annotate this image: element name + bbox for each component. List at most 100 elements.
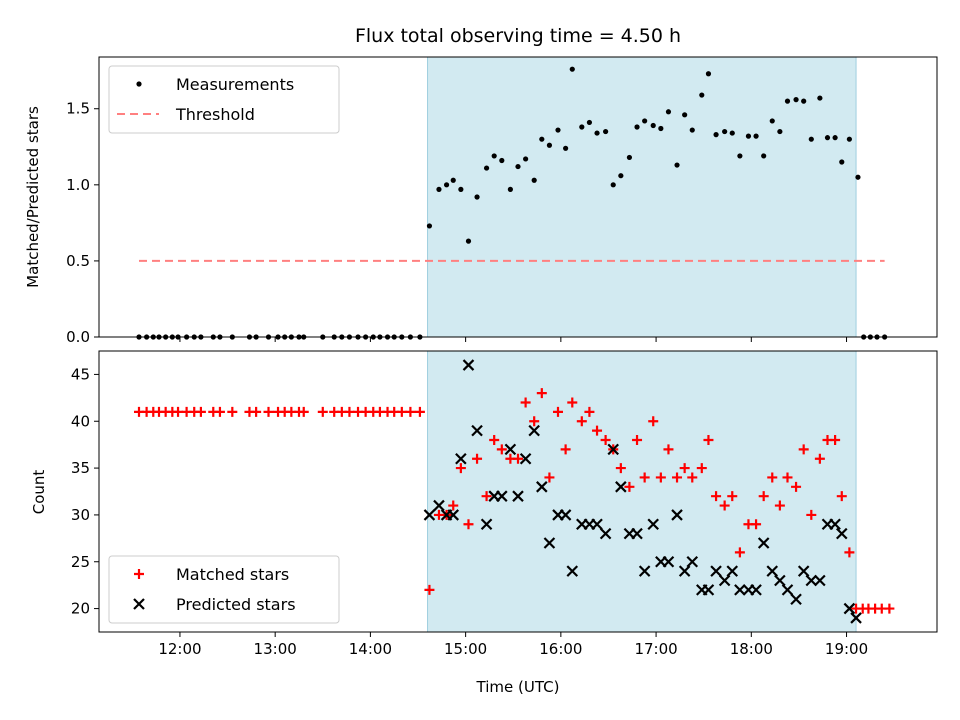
measurements-point: [729, 130, 735, 136]
matched-stars-point: [782, 472, 793, 483]
predicted-stars-point: [559, 509, 572, 521]
predicted-stars-point: [797, 565, 810, 577]
bottom-panel-legend: Matched stars Predicted stars: [108, 555, 340, 624]
matched-stars-point: [798, 444, 809, 455]
measurements-point: [753, 133, 759, 139]
y-tick-label: 40: [71, 412, 90, 430]
measurements-point: [705, 71, 712, 77]
y-tick-label: 0.5: [66, 252, 90, 270]
matched-stars-point: [298, 406, 309, 417]
matched-stars-point: [463, 519, 474, 530]
measurements-point: [665, 109, 672, 115]
x-tick-label: 19:00: [825, 640, 868, 658]
top-panel: 0.0 0.5 1.0 1.5: [66, 56, 938, 346]
measurements-point: [722, 128, 728, 135]
matched-stars-point: [567, 397, 578, 408]
measurements-point: [824, 135, 831, 141]
predicted-stars-point: [504, 443, 517, 456]
matched-stars-point: [844, 547, 855, 558]
x-tick-label: 12:00: [158, 640, 201, 658]
legend-swatch: [133, 598, 145, 610]
measurements-point: [793, 97, 799, 103]
predicted-stars-point: [433, 499, 445, 512]
measurements-point: [777, 128, 783, 135]
predicted-stars-point: [647, 518, 660, 531]
measurements-point: [450, 177, 456, 183]
predicted-stars-point: [607, 443, 620, 456]
x-tick-label: 18:00: [730, 640, 773, 658]
matched-stars-point: [639, 472, 650, 483]
matched-stars-point: [481, 491, 492, 502]
y-tick-label: 45: [71, 365, 90, 383]
measurements-point: [682, 112, 688, 118]
observing-window-shade: [427, 350, 857, 633]
predicted-stars-point: [805, 574, 818, 587]
measurements-point: [808, 136, 814, 142]
matched-stars-point: [552, 406, 563, 417]
predicted-stars-point: [536, 481, 548, 493]
matched-stars-point: [214, 406, 225, 417]
axes-frame: [98, 56, 938, 338]
legend-swatch-marker: [133, 598, 145, 610]
matched-stars-point: [344, 406, 355, 417]
measurements-point: [523, 156, 529, 162]
matched-stars-point: [648, 416, 659, 427]
x-tick-label: 14:00: [349, 640, 392, 658]
measurements-point: [689, 127, 695, 133]
predicted-stars-point: [447, 509, 460, 521]
predicted-stars-point: [512, 490, 524, 502]
matched-stars-point: [806, 509, 817, 520]
measurements-point: [499, 157, 505, 164]
predicted-stars-point: [678, 565, 691, 577]
measurements-point: [546, 142, 553, 148]
matched-stars-point: [830, 434, 841, 445]
predicted-stars-point: [638, 565, 651, 577]
measurements-point: [784, 98, 791, 104]
predicted-stars-point: [835, 527, 848, 540]
matched-stars-point: [513, 453, 523, 464]
predicted-stars-point: [662, 555, 675, 568]
matched-stars-point: [719, 500, 730, 511]
predicted-stars-point: [462, 359, 475, 371]
legend-swatch: [136, 81, 142, 87]
matched-stars-point: [173, 406, 184, 417]
matched-stars-point: [560, 444, 571, 455]
matched-stars-point: [711, 491, 722, 502]
legend-swatch-marker: [136, 81, 142, 87]
bottom-panel-y-axis-label: Count: [30, 470, 48, 515]
y-tick-label: 30: [71, 506, 90, 524]
predicted-stars-point: [790, 593, 802, 605]
predicted-stars-point: [757, 537, 770, 549]
matched-stars-point: [884, 603, 895, 614]
matched-stars-point: [663, 444, 674, 455]
predicted-stars-point: [480, 518, 493, 531]
matched-stars-point: [592, 425, 603, 436]
predicted-stars-point: [750, 584, 762, 596]
predicted-stars-point: [528, 424, 540, 437]
predicted-stars-point: [599, 527, 612, 540]
matched-stars-point: [227, 406, 238, 417]
observing-window-shade: [427, 56, 857, 338]
legend-entry-label: Predicted stars: [176, 595, 296, 614]
matched-stars-point: [624, 481, 635, 492]
predicted-stars-point: [774, 574, 786, 587]
legend-box: [108, 555, 340, 624]
measurements-point: [579, 124, 585, 130]
measurements-point: [846, 136, 852, 142]
y-tick-label: 35: [71, 459, 90, 477]
predicted-stars-point: [543, 537, 556, 549]
x-tick-label: 16:00: [539, 640, 582, 658]
matched-stars-point: [396, 406, 407, 417]
predicted-stars-point: [615, 481, 627, 493]
predicted-stars-point: [726, 565, 739, 577]
measurements-point: [443, 182, 450, 188]
legend-swatch: [134, 569, 144, 579]
matched-stars-point: [251, 406, 262, 417]
predicted-stars-point: [455, 452, 467, 465]
matched-stars-point: [687, 472, 698, 483]
matched-stars-point: [263, 406, 274, 417]
measurements-point: [436, 186, 442, 192]
matched-stars-point: [489, 434, 500, 445]
matched-stars-point: [696, 463, 707, 474]
matched-stars-point: [734, 547, 745, 558]
